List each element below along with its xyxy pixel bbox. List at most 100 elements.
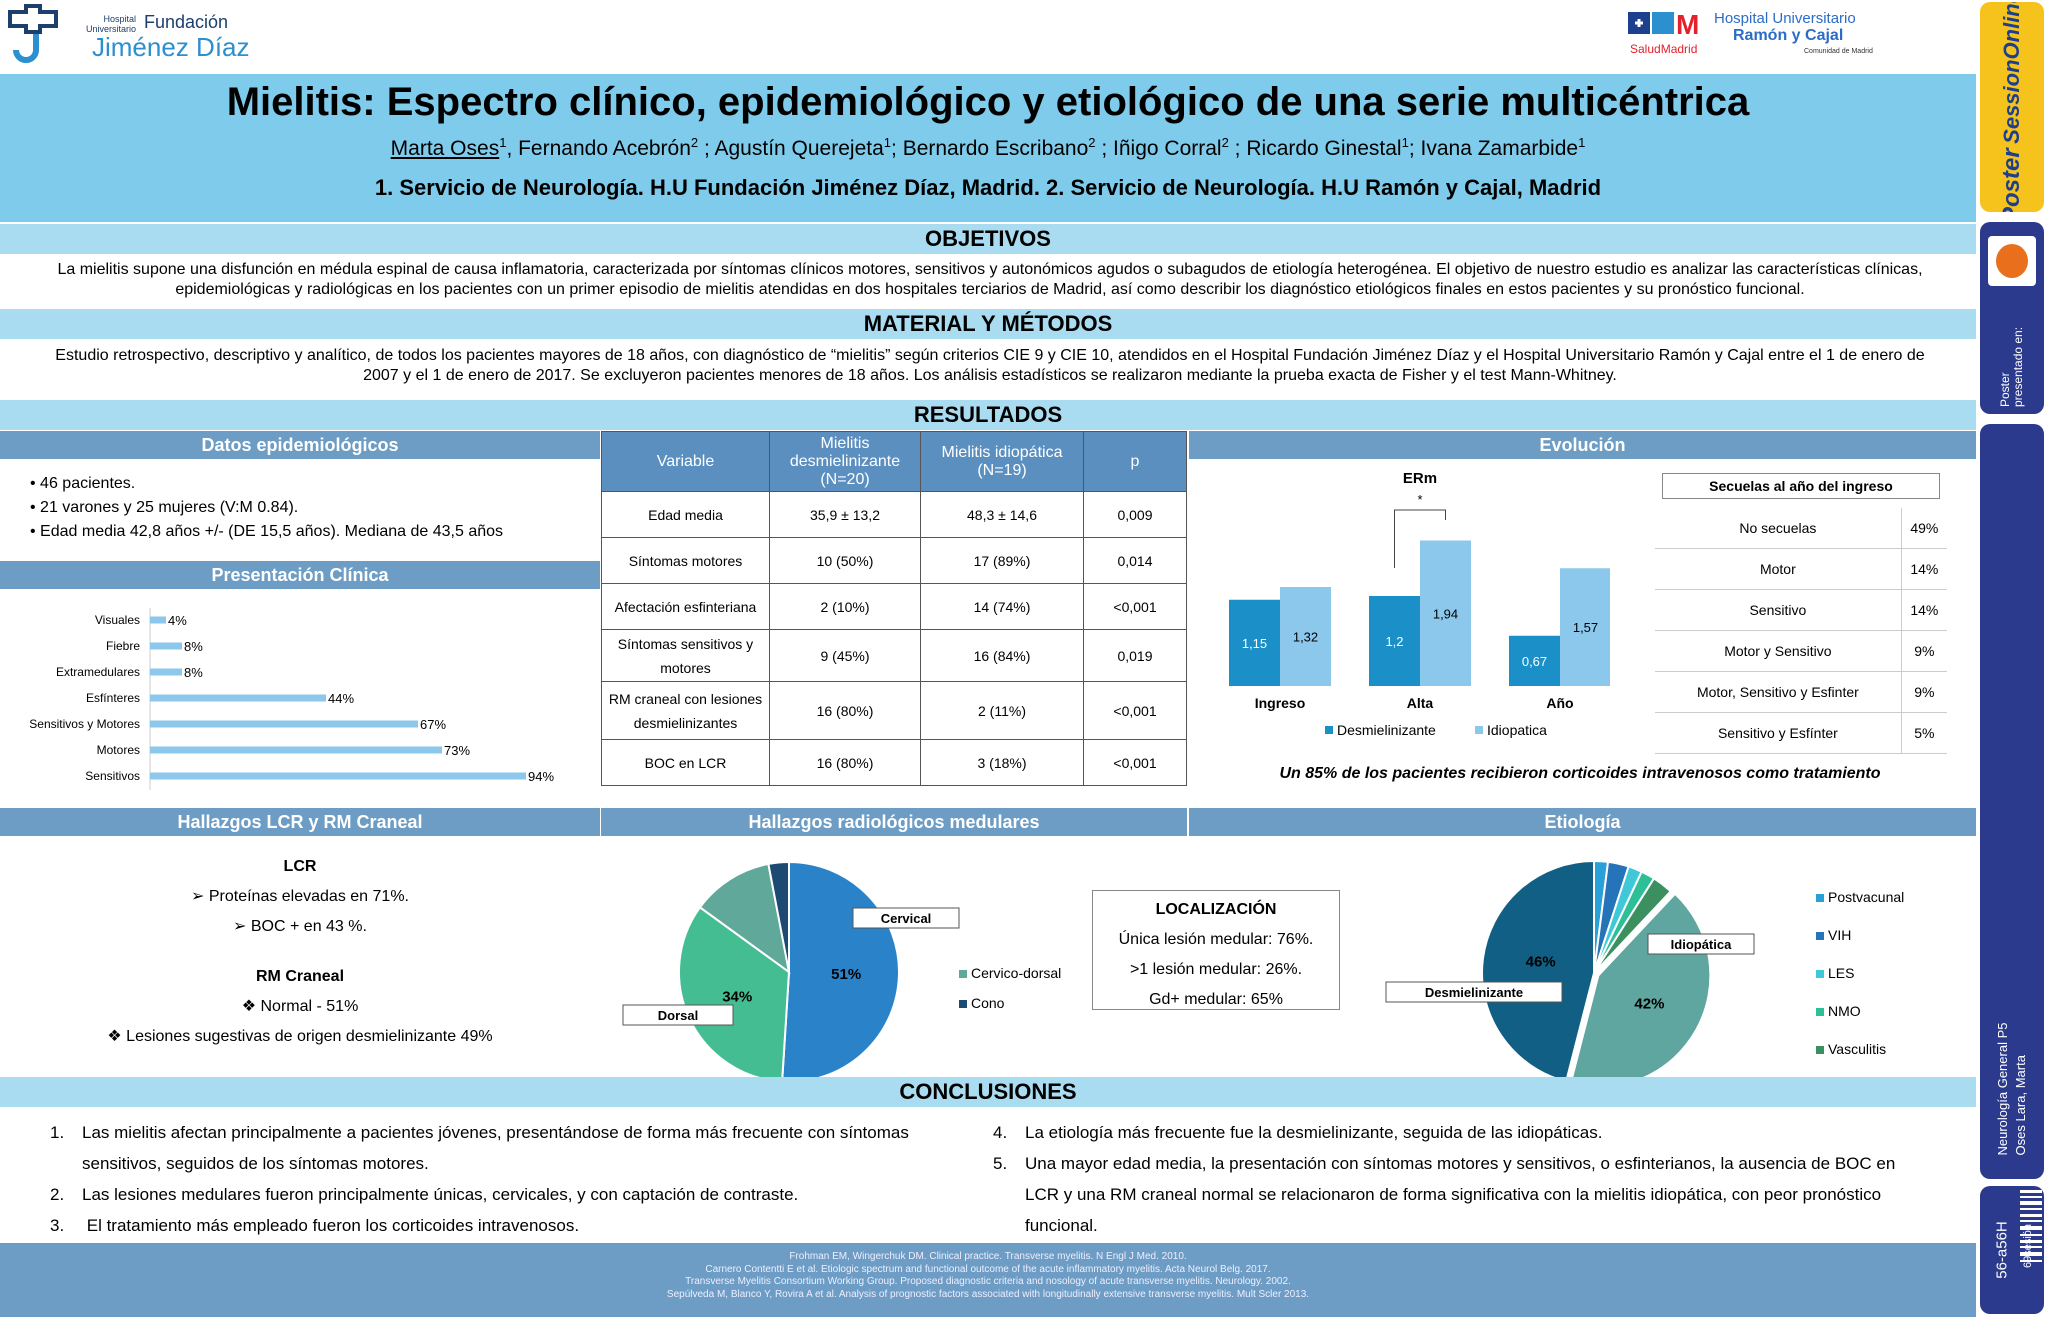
- table-cell: 35,9 ± 13,2: [769, 491, 921, 538]
- secuelas-table: No secuelas 49% Motor 14% Sensitivo 14% Motor …: [1655, 508, 1947, 754]
- pres-bar: [150, 746, 442, 754]
- erm-value-label: 1,32: [1293, 630, 1318, 645]
- erm-value-label: 1,94: [1433, 606, 1458, 621]
- conclusiones-right: 4. La etiología más frecuente fue la desm…: [993, 1117, 1933, 1241]
- conclusion-text: La etiología más frecuente fue la desmie…: [1025, 1123, 1603, 1142]
- conclusion-number: 3.: [50, 1216, 65, 1235]
- results-table: Variable Mielitis desmielinizante (N=20)…: [601, 431, 1187, 786]
- pres-value-label: 73%: [444, 743, 470, 758]
- desmielinizante-callout-label: Desmielinizante: [1425, 985, 1523, 1000]
- author-name: Ricardo Ginestal: [1246, 137, 1402, 160]
- rad-pie-slice: [767, 860, 790, 973]
- rm-heading: RM Craneal: [255, 968, 345, 985]
- author-separator: ,: [506, 137, 519, 160]
- erm-bar: [1560, 568, 1610, 686]
- conclusion-number: 1.: [50, 1123, 65, 1142]
- resultados-header: RESULTADOS: [0, 400, 1976, 430]
- secuelas-cell: Motor: [1655, 548, 1902, 590]
- author-separator: ;: [1228, 137, 1247, 160]
- rad-pie-slice: [698, 862, 791, 975]
- reference-item: Sepúlveda M, Blanco Y, Rovira A et al. A…: [666, 1288, 1310, 1300]
- secuelas-row: Sensitivo 14%: [1655, 589, 1947, 631]
- col-header: p: [1083, 431, 1187, 492]
- erm-category-label: Año: [1546, 695, 1573, 711]
- fjd-logo-text2: Jiménez Díaz: [92, 32, 250, 62]
- author-affiliation-number: 1: [1401, 135, 1409, 150]
- secuelas-cell: Sensitivo y Esfínter: [1655, 712, 1902, 754]
- reference-item: Frohman EM, Wingerchuk DM. Clinical prac…: [789, 1251, 1187, 1262]
- author-name: Iñigo Corral: [1113, 137, 1222, 160]
- code-label: 56-a56H: [1993, 1221, 2011, 1279]
- epi-header: Datos epidemiológicos: [0, 431, 600, 459]
- ryc-line2: Ramón y Cajal: [1733, 27, 1844, 44]
- rad-pie-value-label: 34%: [722, 988, 752, 1005]
- pres-bar: [150, 694, 326, 702]
- objetivos-text: La mielitis supone una disfunción en méd…: [57, 261, 1923, 298]
- table-cell: <0,001: [1083, 739, 1187, 786]
- rad-legend-swatch: [959, 1000, 967, 1008]
- metodos-text: Estudio retrospectivo, descriptivo y ana…: [55, 347, 1925, 384]
- conclusion-number: 2.: [50, 1185, 65, 1204]
- congress-badge: Poster presentado en:: [1980, 222, 2044, 414]
- table-cell: <0,001: [1083, 681, 1187, 740]
- congress-logo-icon: [1988, 236, 2036, 286]
- eti-legend-label: VIH: [1828, 927, 1851, 943]
- rad-legend-swatch: [959, 970, 967, 978]
- conclusion-text: El tratamiento más empleado fueron los c…: [82, 1216, 580, 1235]
- pres-value-label: 94%: [528, 769, 554, 784]
- eti-pie-slice: [1481, 859, 1595, 1078]
- pres-category-label: Fiebre: [106, 639, 140, 653]
- fjd-logo: Hospital Universitario Fundación Jiménez …: [6, 4, 250, 70]
- fjd-logo-text1: Fundación: [144, 12, 229, 32]
- pres-value-label: 67%: [420, 717, 446, 732]
- poster-session-badge: Poster SessionOnline: [1980, 2, 2044, 212]
- session-label: SessionOnline: [1999, 2, 2024, 144]
- lcr-heading: LCR: [283, 858, 317, 875]
- table-row: RM craneal con lesiones desmielinizantes…: [601, 681, 1187, 740]
- conclusion-text: Una mayor edad media, la presentación co…: [1025, 1154, 1901, 1235]
- conclusion-item: 1. Las mielitis afectan principalmente a …: [50, 1117, 950, 1179]
- erm-title: ERm: [1403, 470, 1437, 487]
- eti-legend-swatch: [1816, 970, 1824, 978]
- pres-bar: [150, 772, 526, 780]
- poster-title: Mielitis: Espectro clínico, epidemiológi…: [226, 80, 1750, 124]
- eti-legend-swatch: [1816, 932, 1824, 940]
- secuelas-row: Motor 14%: [1655, 548, 1947, 590]
- conclusion-text: Las lesiones medulares fueron principalm…: [82, 1185, 799, 1204]
- eti-pie-value-label: 46%: [1526, 953, 1556, 970]
- secuelas-cell: Motor, Sensitivo y Esfinter: [1655, 671, 1902, 713]
- references-footer: Frohman EM, Wingerchuk DM. Clinical prac…: [0, 1243, 1976, 1317]
- table-cell: 9 (45%): [769, 629, 921, 682]
- epi-item: • Edad media 42,8 años +/- (DE 15,5 años…: [30, 523, 504, 540]
- localizacion-item: Gd+ medular: 65%: [1149, 991, 1283, 1008]
- epi-item: • 21 varones y 25 mujeres (V:M 0.84).: [30, 499, 299, 516]
- pres-category-label: Visuales: [95, 613, 140, 627]
- etiologia-pie-chart: 46% 42% Desmielinizante Idiopática Postvacun…: [1385, 859, 1904, 1078]
- conclusiones-left: 1. Las mielitis afectan principalmente a …: [50, 1117, 950, 1241]
- poster-info-badge: Neurología General P5 Oses Lara, Marta: [1980, 424, 2044, 1179]
- table-row: Edad media 35,9 ± 13,2 48,3 ± 14,6 0,009: [601, 491, 1187, 538]
- secuelas-title: Secuelas al año del ingreso: [1662, 473, 1940, 499]
- conclusion-text: Las mielitis afectan principalmente a pa…: [82, 1123, 914, 1173]
- eti-legend-label: NMO: [1828, 1003, 1861, 1019]
- table-row: Síntomas sensitivos y motores 9 (45%) 16 (…: [601, 629, 1187, 682]
- sidebar: Poster SessionOnline Poster presentado e…: [1976, 0, 2048, 1317]
- lcr-block: LCR ➢ Proteínas elevadas en 71%. ➢ BOC +…: [0, 852, 600, 1052]
- col-header: Mielitis idiopática (N=19): [920, 431, 1084, 492]
- pres-value-label: 44%: [328, 691, 354, 706]
- svg-text:M: M: [1676, 9, 1699, 40]
- pres-bar: [150, 668, 182, 676]
- erm-legend-swatch: [1325, 726, 1333, 734]
- table-cell: RM craneal con lesiones desmielinizantes: [601, 681, 770, 740]
- cervical-callout-label: Cervical: [881, 911, 932, 926]
- author-affiliation-number: 1: [499, 135, 507, 150]
- treatment-note: Un 85% de los pacientes recibieron corti…: [1279, 765, 1881, 782]
- pres-value-label: 8%: [184, 665, 203, 680]
- rad-legend-label: Cono: [971, 995, 1005, 1011]
- erm-value-label: 0,67: [1522, 654, 1547, 669]
- table-header-row: Variable Mielitis desmielinizante (N=20)…: [601, 431, 1187, 492]
- table-row: BOC en LCR 16 (80%) 3 (18%) <0,001: [601, 739, 1187, 786]
- conclusion-item: 2. Las lesiones medulares fueron principa…: [50, 1179, 950, 1210]
- significance-bracket: [1394, 509, 1446, 568]
- pres-bar: [150, 616, 166, 624]
